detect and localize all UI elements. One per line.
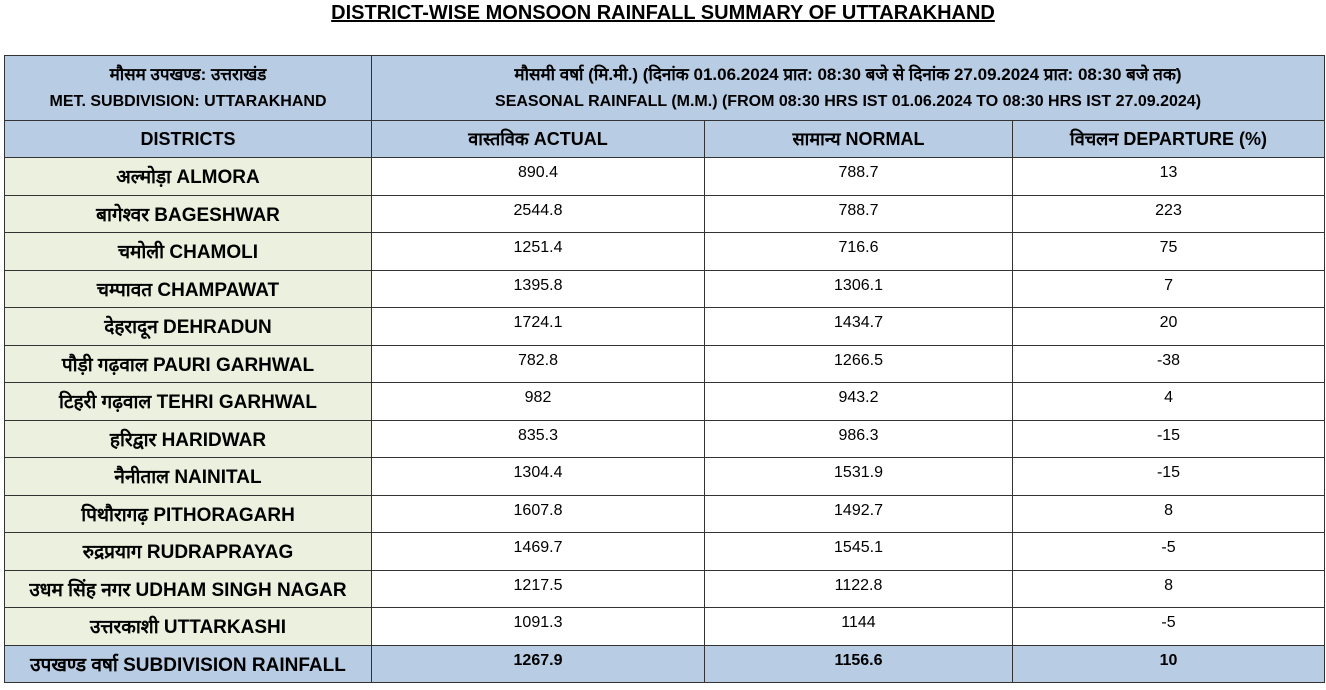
column-header-districts: DISTRICTS [4,120,372,158]
normal-value: 943.2 [704,382,1013,421]
table-row: नैनीताल NAINITAL 1304.4 1531.9 -15 [4,457,1326,496]
normal-value: 788.7 [704,194,1013,233]
table-row: हरिद्वार HARIDWAR 835.3 986.3 -15 [4,419,1326,458]
column-header-row: DISTRICTS वास्तविक ACTUAL सामान्य NORMAL… [4,120,1326,158]
actual-value: 1091.3 [371,607,705,646]
district-name: चम्पावत CHAMPAWAT [4,269,372,308]
normal-value: 1144 [704,607,1013,646]
table-row: उत्तरकाशी UTTARKASHI 1091.3 1144 -5 [4,607,1326,646]
column-header-departure: विचलन DEPARTURE (%) [1011,120,1326,158]
actual-value: 982 [371,382,705,421]
district-name: अल्मोड़ा ALMORA [4,157,372,196]
district-name: देहरादून DEHRADUN [4,307,372,346]
page-title: DISTRICT-WISE MONSOON RAINFALL SUMMARY O… [331,2,995,24]
district-name: टिहरी गढ़वाल TEHRI GARHWAL [4,382,372,421]
actual-value: 1251.4 [371,232,705,271]
seasonal-english: SEASONAL RAINFALL (M.M.) (FROM 08:30 HRS… [495,93,1202,110]
district-name: पौड़ी गढ़वाल PAURI GARHWAL [4,344,372,383]
normal-value: 1306.1 [704,269,1013,308]
district-name: हरिद्वार HARIDWAR [4,419,372,458]
district-name: रुद्रप्रयाग RUDRAPRAYAG [4,532,372,571]
departure-value: -15 [1011,419,1326,458]
table-row: अल्मोड़ा ALMORA 890.4 788.7 13 [4,157,1326,196]
normal-value: 1434.7 [704,307,1013,346]
table-row: देहरादून DEHRADUN 1724.1 1434.7 20 [4,307,1326,346]
district-name: बागेश्वर BAGESHWAR [4,194,372,233]
actual-value: 1724.1 [371,307,705,346]
table-row: चम्पावत CHAMPAWAT 1395.8 1306.1 7 [4,269,1326,308]
actual-value: 835.3 [371,419,705,458]
actual-value: 1395.8 [371,269,705,308]
departure-value: 8 [1011,494,1326,533]
subdivision-english: MET. SUBDIVISION: UTTARAKHAND [49,93,327,110]
total-departure: 10 [1011,644,1326,683]
total-label: उपखण्ड वर्षा SUBDIVISION RAINFALL [4,644,372,683]
departure-value: -5 [1011,532,1326,571]
normal-value: 1545.1 [704,532,1013,571]
departure-value: 223 [1011,194,1326,233]
district-name: उधम सिंह नगर UDHAM SINGH NAGAR [4,569,372,608]
seasonal-hindi: मौसमी वर्षा (मि.मी.) (दिनांक 01.06.2024 … [514,65,1182,84]
actual-value: 890.4 [371,157,705,196]
departure-value: 75 [1011,232,1326,271]
district-name: उत्तरकाशी UTTARKASHI [4,607,372,646]
table-body: अल्मोड़ा ALMORA 890.4 788.7 13 बागेश्वर BAGE… [4,157,1326,646]
actual-value: 1304.4 [371,457,705,496]
seasonal-rainfall-header: मौसमी वर्षा (मि.मी.) (दिनांक 01.06.2024 … [370,55,1326,121]
departure-value: -38 [1011,344,1326,383]
total-actual: 1267.9 [371,644,705,683]
normal-value: 1492.7 [704,494,1013,533]
subdivision-header: मौसम उपखण्ड: उत्तराखंड MET. SUBDIVISION:… [4,55,372,121]
actual-value: 782.8 [371,344,705,383]
normal-value: 986.3 [704,419,1013,458]
departure-value: 4 [1011,382,1326,421]
departure-value: 13 [1011,157,1326,196]
normal-value: 716.6 [704,232,1013,271]
column-header-actual: वास्तविक ACTUAL [371,120,705,158]
table-row: टिहरी गढ़वाल TEHRI GARHWAL 982 943.2 4 [4,382,1326,421]
subdivision-hindi: मौसम उपखण्ड: उत्तराखंड [109,65,267,84]
table-row: पौड़ी गढ़वाल PAURI GARHWAL 782.8 1266.5 -38 [4,344,1326,383]
table-header-row: मौसम उपखण्ड: उत्तराखंड MET. SUBDIVISION:… [4,55,1326,121]
district-name: पिथौरागढ़ PITHORAGARH [4,494,372,533]
departure-value: -15 [1011,457,1326,496]
table-row: पिथौरागढ़ PITHORAGARH 1607.8 1492.7 8 [4,494,1326,533]
table-row: चमोली CHAMOLI 1251.4 716.6 75 [4,232,1326,271]
column-header-normal: सामान्य NORMAL [704,120,1013,158]
departure-value: 20 [1011,307,1326,346]
district-name: नैनीताल NAINITAL [4,457,372,496]
district-name: चमोली CHAMOLI [4,232,372,271]
normal-value: 1531.9 [704,457,1013,496]
normal-value: 788.7 [704,157,1013,196]
actual-value: 1607.8 [371,494,705,533]
actual-value: 2544.8 [371,194,705,233]
departure-value: -5 [1011,607,1326,646]
normal-value: 1122.8 [704,569,1013,608]
actual-value: 1469.7 [371,532,705,571]
table-row: रुद्रप्रयाग RUDRAPRAYAG 1469.7 1545.1 -5 [4,532,1326,571]
actual-value: 1217.5 [371,569,705,608]
subdivision-total-row: उपखण्ड वर्षा SUBDIVISION RAINFALL 1267.9… [4,644,1326,683]
table-row: उधम सिंह नगर UDHAM SINGH NAGAR 1217.5 1122… [4,569,1326,608]
departure-value: 7 [1011,269,1326,308]
table-row: बागेश्वर BAGESHWAR 2544.8 788.7 223 [4,194,1326,233]
departure-value: 8 [1011,569,1326,608]
rainfall-table: मौसम उपखण्ड: उत्तराखंड MET. SUBDIVISION:… [4,55,1326,683]
normal-value: 1266.5 [704,344,1013,383]
total-normal: 1156.6 [704,644,1013,683]
